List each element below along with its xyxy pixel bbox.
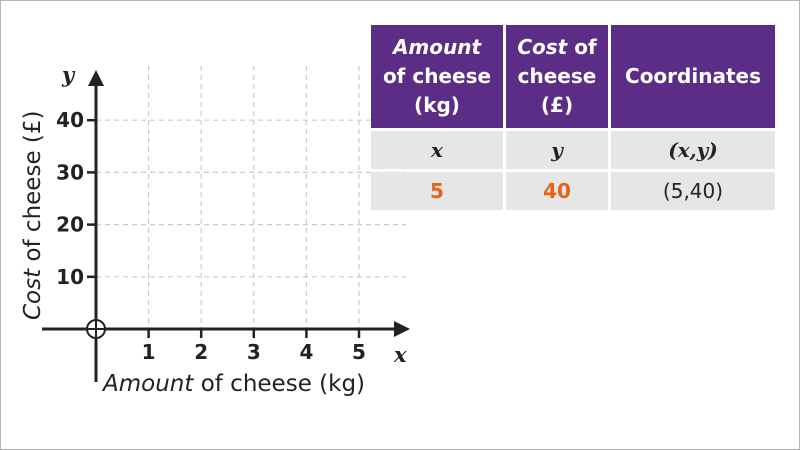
tick-labels: 1 2 3 4 5 10 20 30 40 bbox=[56, 108, 366, 364]
table-row-values: 5 40 (5,40) bbox=[371, 172, 775, 210]
header-cost-italic: Cost bbox=[517, 35, 568, 59]
cell-y-value: 40 bbox=[506, 172, 608, 210]
table-header-row: Amount of cheese (kg) Cost of cheese (£)… bbox=[371, 25, 775, 128]
table-row-variables: x y (x,y) bbox=[371, 131, 775, 169]
x-axis-title: Amount of cheese (kg) bbox=[101, 371, 365, 397]
x-tick-label: 3 bbox=[247, 340, 261, 364]
cell-xy-variable: (x,y) bbox=[611, 131, 775, 169]
y-axis-arrowhead bbox=[88, 70, 104, 86]
header-amount-line3: (kg) bbox=[414, 93, 460, 117]
header-cost-line3: (£) bbox=[540, 93, 574, 117]
tick-marks bbox=[87, 118, 361, 338]
y-tick-label: 40 bbox=[56, 108, 84, 132]
header-coordinates: Coordinates bbox=[611, 25, 775, 128]
gridlines bbox=[96, 66, 406, 329]
y-axis-title: Cost of cheese (£) bbox=[20, 111, 46, 320]
x-axis-title-rest: of cheese (kg) bbox=[193, 371, 365, 397]
header-amount-line2: of cheese bbox=[382, 64, 492, 88]
y-tick-label: 30 bbox=[56, 160, 84, 184]
x-axis-arrowhead bbox=[394, 321, 410, 337]
header-cost-of: of bbox=[567, 35, 597, 59]
x-tick-label: 5 bbox=[352, 340, 366, 364]
coordinates-table: Amount of cheese (kg) Cost of cheese (£)… bbox=[368, 22, 778, 213]
header-amount-italic: Amount bbox=[392, 35, 482, 59]
cell-coordinate-value: (5,40) bbox=[611, 172, 775, 210]
y-tick-label: 20 bbox=[56, 213, 84, 237]
cell-y-variable: y bbox=[506, 131, 608, 169]
axes bbox=[42, 70, 410, 382]
x-tick-label: 1 bbox=[142, 340, 156, 364]
y-axis-title-rest: of cheese (£) bbox=[20, 111, 46, 269]
x-tick-label: 4 bbox=[299, 340, 313, 364]
header-amount: Amount of cheese (kg) bbox=[371, 25, 503, 128]
y-axis-variable: y bbox=[61, 62, 76, 87]
y-axis-title-italic: Cost bbox=[20, 268, 46, 320]
x-axis-variable: x bbox=[393, 342, 407, 367]
header-cost: Cost of cheese (£) bbox=[506, 25, 608, 128]
x-tick-label: 2 bbox=[194, 340, 208, 364]
cell-x-variable: x bbox=[371, 131, 503, 169]
y-tick-label: 10 bbox=[56, 265, 84, 289]
cell-x-value: 5 bbox=[371, 172, 503, 210]
header-cost-line2: cheese bbox=[517, 64, 597, 88]
x-axis-title-italic: Amount bbox=[101, 371, 194, 397]
